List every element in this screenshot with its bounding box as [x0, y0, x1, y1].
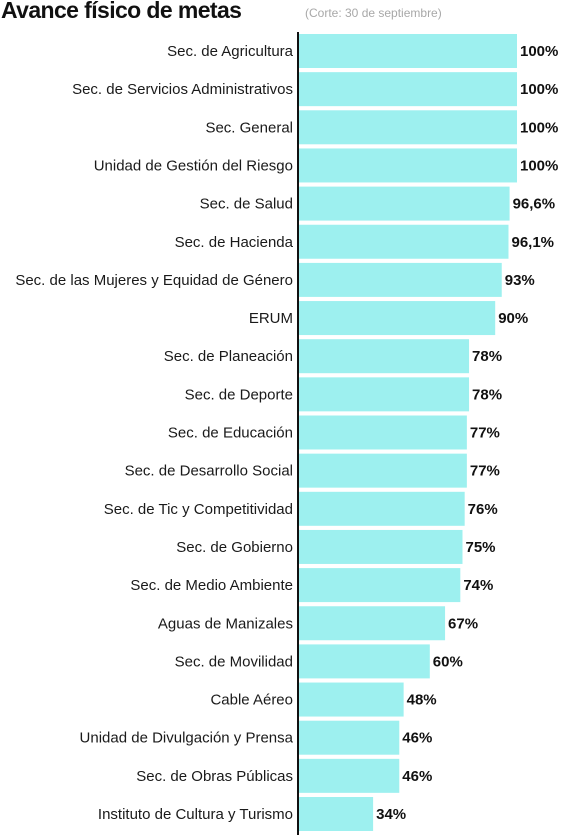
bar	[299, 224, 509, 259]
value-label: 75%	[466, 539, 496, 556]
bar	[299, 453, 467, 488]
bar	[299, 491, 465, 526]
category-label: Sec. de las Mujeres y Equidad de Género	[15, 272, 293, 289]
category-label: Sec. General	[205, 119, 293, 136]
value-label: 96,6%	[513, 196, 556, 213]
value-label: 34%	[376, 806, 406, 823]
bar	[299, 72, 517, 107]
category-label: Sec. de Salud	[200, 196, 293, 213]
bar	[299, 606, 446, 641]
bar	[299, 339, 470, 374]
value-label: 90%	[498, 310, 528, 327]
bar	[299, 377, 470, 412]
category-label: Sec. de Desarrollo Social	[125, 463, 293, 480]
value-label: 46%	[402, 768, 432, 785]
bar	[299, 758, 400, 793]
value-label: 48%	[407, 692, 437, 709]
value-label: 74%	[463, 577, 493, 594]
value-label: 100%	[520, 81, 558, 98]
category-label: Sec. de Deporte	[185, 386, 293, 403]
bar	[299, 568, 461, 603]
category-label: Sec. de Tic y Competitividad	[104, 501, 293, 518]
value-label: 60%	[433, 653, 463, 670]
value-label: 78%	[472, 348, 502, 365]
bar	[299, 415, 467, 450]
value-label: 77%	[470, 425, 500, 442]
bar	[299, 186, 510, 221]
bar	[299, 720, 400, 755]
category-label: Instituto de Cultura y Turismo	[98, 806, 293, 823]
bar	[299, 682, 404, 717]
value-label: 46%	[402, 730, 432, 747]
bar	[299, 262, 502, 297]
chart-header: Avance físico de metas (Corte: 30 de sep…	[0, 0, 565, 32]
category-label: ERUM	[249, 310, 293, 327]
bar	[299, 34, 517, 68]
category-label: Sec. de Agricultura	[167, 43, 294, 60]
bar	[299, 110, 517, 145]
value-label: 93%	[505, 272, 535, 289]
bar	[299, 529, 463, 564]
category-label: Sec. de Hacienda	[175, 234, 294, 251]
chart-title: Avance físico de metas	[1, 0, 242, 23]
chart-subtitle: (Corte: 30 de septiembre)	[305, 6, 442, 20]
category-label: Cable Aéreo	[210, 692, 293, 709]
bar	[299, 644, 430, 679]
bar	[299, 301, 496, 336]
value-label: 77%	[470, 463, 500, 480]
value-label: 96,1%	[511, 234, 554, 251]
category-label: Sec. de Educación	[168, 425, 293, 442]
value-label: 67%	[448, 615, 478, 632]
category-label: Sec. de Gobierno	[176, 539, 293, 556]
category-label: Aguas de Manizales	[158, 615, 293, 632]
value-label: 78%	[472, 386, 502, 403]
bar	[299, 797, 374, 831]
value-label: 76%	[468, 501, 498, 518]
category-label: Sec. de Servicios Administrativos	[72, 81, 293, 98]
value-label: 100%	[520, 157, 558, 174]
value-label: 100%	[520, 119, 558, 136]
category-label: Sec. de Medio Ambiente	[130, 577, 293, 594]
category-label: Unidad de Gestión del Riesgo	[94, 157, 293, 174]
category-label: Sec. de Movilidad	[175, 653, 293, 670]
category-label: Sec. de Obras Públicas	[136, 768, 293, 785]
category-label: Sec. de Planeación	[164, 348, 293, 365]
bar	[299, 148, 517, 183]
value-label: 100%	[520, 43, 558, 60]
category-label: Unidad de Divulgación y Prensa	[80, 730, 294, 747]
